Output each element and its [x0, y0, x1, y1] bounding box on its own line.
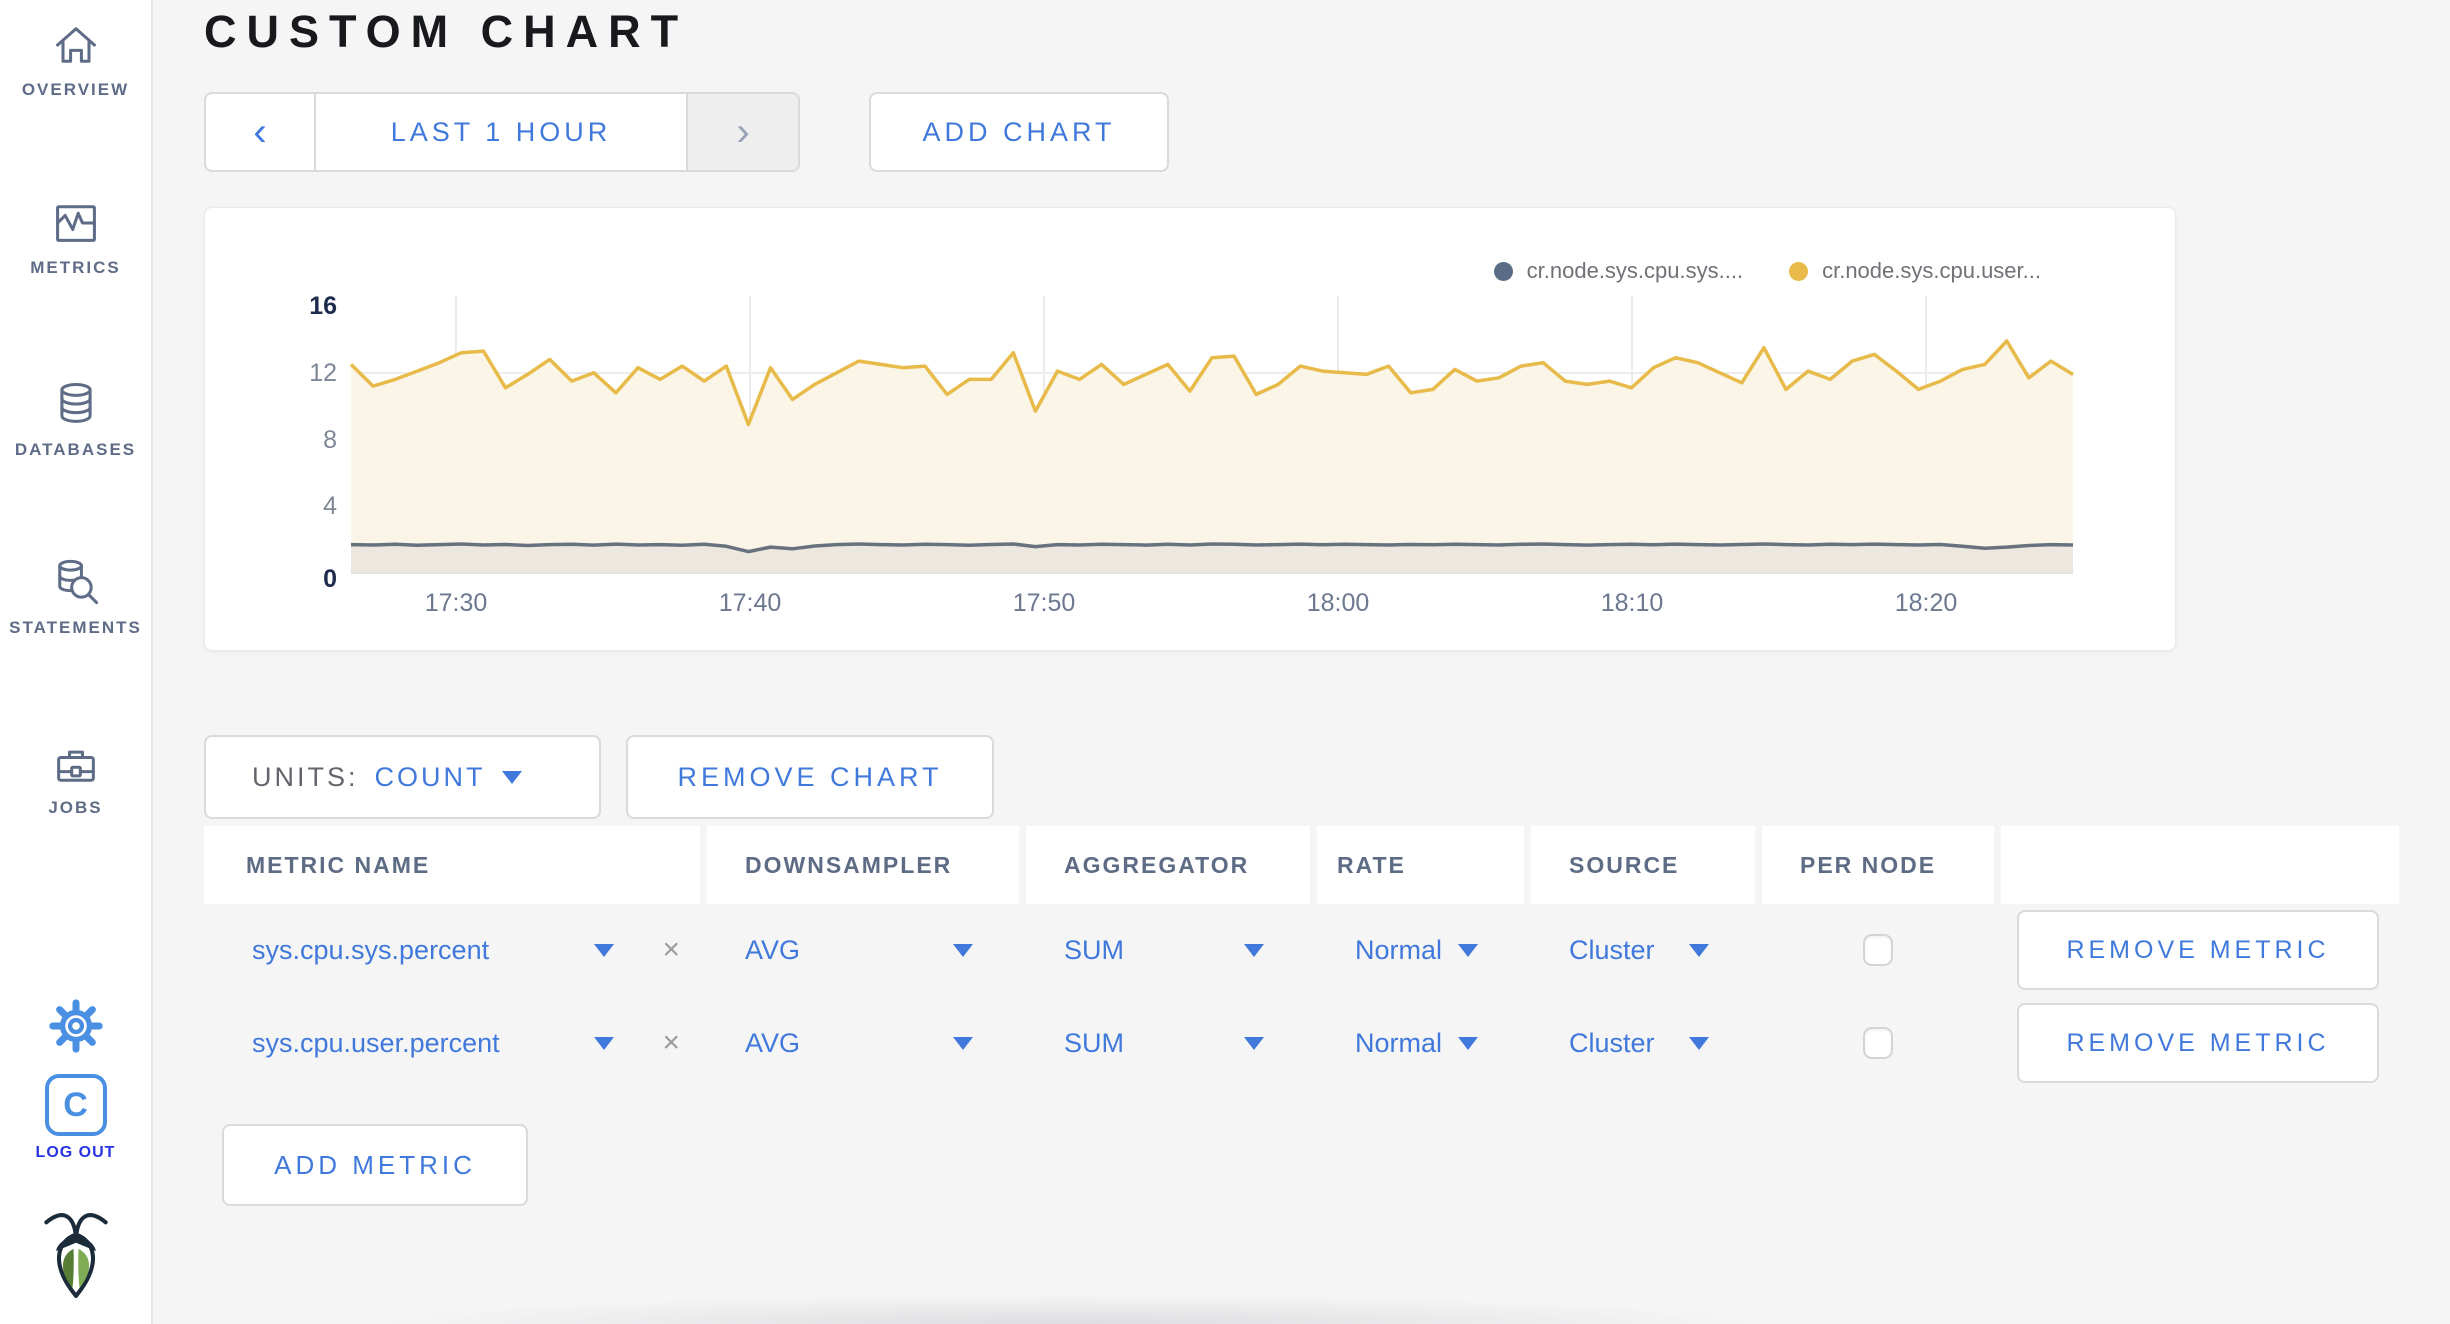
metrics-icon — [55, 205, 96, 242]
sidebar-logout[interactable]: C LOG OUT — [0, 1074, 151, 1162]
remove-chart-button[interactable]: REMOVE CHART — [626, 735, 994, 819]
rate-dropdown[interactable]: Normal — [1317, 997, 1524, 1089]
time-range-prev-button[interactable]: ‹ — [206, 94, 316, 170]
per-node-checkbox[interactable] — [1863, 934, 1893, 966]
remove-metric-button[interactable]: REMOVE METRIC — [2017, 910, 2379, 990]
series-sys-line — [350, 542, 2074, 554]
metric-name-dropdown[interactable]: sys.cpu.sys.percent × — [252, 933, 680, 966]
x-tick: 18:20 — [1895, 589, 1958, 617]
caret-down-icon — [594, 1036, 614, 1050]
header-aggregator: AGGREGATOR — [1026, 826, 1310, 904]
units-dropdown[interactable]: UNITS: COUNT — [204, 735, 601, 819]
remove-metric-button[interactable]: REMOVE METRIC — [2017, 1003, 2379, 1083]
sidebar-item-overview[interactable]: OVERVIEW — [0, 20, 151, 100]
aggregator-dropdown[interactable]: SUM — [1026, 903, 1310, 997]
sidebar-item-metrics[interactable]: METRICS — [0, 198, 151, 278]
series-user-area — [351, 341, 2073, 573]
metric-row: sys.cpu.user.percent × AVG SUM Normal Cl… — [204, 997, 2379, 1089]
caret-down-icon — [1689, 1036, 1709, 1050]
caret-down-icon — [501, 770, 522, 784]
sidebar-item-label: STATEMENTS — [9, 618, 142, 637]
legend-item-user[interactable]: cr.node.sys.cpu.user... — [1789, 258, 2041, 284]
logout-label: LOG OUT — [35, 1144, 116, 1161]
rate-dropdown[interactable]: Normal — [1317, 903, 1524, 997]
sidebar-item-label: OVERVIEW — [21, 80, 130, 99]
y-tick: 4 — [323, 492, 337, 520]
page-title: CUSTOM CHART — [204, 6, 689, 57]
add-chart-button[interactable]: ADD CHART — [869, 92, 1169, 172]
downsampler-dropdown[interactable]: AVG — [707, 903, 1019, 997]
chart-legend: cr.node.sys.cpu.sys.... cr.node.sys.cpu.… — [1493, 258, 2041, 284]
x-tick: 17:30 — [425, 589, 488, 617]
x-tick: 17:50 — [1013, 589, 1076, 617]
clear-metric-button[interactable]: × — [662, 933, 680, 966]
caret-down-icon — [1689, 943, 1709, 957]
metric-row: sys.cpu.sys.percent × AVG SUM Normal Clu… — [204, 903, 2379, 997]
sidebar-item-label: DATABASES — [14, 440, 137, 459]
home-icon — [55, 27, 96, 63]
clear-metric-button[interactable]: × — [662, 1026, 680, 1059]
downsampler-dropdown[interactable]: AVG — [707, 997, 1019, 1089]
metrics-chart: 16 12 8 4 0 17:30 17:40 17:50 18:00 18:1… — [309, 292, 2074, 617]
y-tick: 8 — [323, 426, 337, 454]
logout-c-icon: C — [44, 1074, 107, 1136]
legend-dot-icon — [1789, 261, 1809, 281]
sidebar: OVERVIEW METRICS DATABASES — [0, 0, 153, 1324]
time-range-next-button[interactable]: › — [686, 94, 798, 170]
sidebar-item-jobs[interactable]: JOBS — [0, 740, 151, 818]
jobs-icon — [56, 750, 95, 782]
per-node-cell — [1762, 903, 1994, 997]
header-per-node: PER NODE — [1762, 826, 1994, 904]
add-metric-button[interactable]: ADD METRIC — [222, 1124, 528, 1206]
source-dropdown[interactable]: Cluster — [1531, 997, 1755, 1089]
y-tick: 16 — [309, 292, 337, 320]
caret-down-icon — [953, 1036, 973, 1050]
sidebar-settings[interactable] — [0, 998, 151, 1054]
x-tick: 18:00 — [1307, 589, 1370, 617]
x-tick: 17:40 — [719, 589, 782, 617]
x-tick: 18:10 — [1601, 589, 1664, 617]
databases-icon — [59, 382, 92, 423]
caret-down-icon — [1244, 1036, 1264, 1050]
sidebar-item-label: METRICS — [30, 258, 121, 277]
chart-card: 16 12 8 4 0 17:30 17:40 17:50 18:00 18:1… — [204, 207, 2176, 651]
statements-icon — [57, 559, 98, 605]
header-rate: RATE — [1317, 826, 1524, 904]
sidebar-item-label: JOBS — [48, 798, 103, 817]
header-actions — [2001, 826, 2399, 904]
per-node-checkbox[interactable] — [1863, 1027, 1893, 1059]
caret-down-icon — [1458, 1036, 1478, 1050]
chevron-right-icon: › — [736, 109, 750, 154]
metrics-table-header: METRIC NAME DOWNSAMPLER AGGREGATOR RATE … — [204, 826, 2406, 904]
series-user-line — [349, 339, 2074, 427]
aggregator-dropdown[interactable]: SUM — [1026, 997, 1310, 1089]
sidebar-item-statements[interactable]: STATEMENTS — [0, 556, 151, 638]
caret-down-icon — [1244, 943, 1264, 957]
bottom-shadow — [350, 1282, 2150, 1324]
series-sys-area — [351, 544, 2073, 573]
time-range-selector: ‹ LAST 1 HOUR › — [204, 92, 800, 172]
time-range-dropdown[interactable]: LAST 1 HOUR — [390, 116, 612, 147]
sidebar-item-databases[interactable]: DATABASES — [0, 378, 151, 460]
header-source: SOURCE — [1531, 826, 1755, 904]
legend-dot-icon — [1493, 261, 1513, 281]
header-metric-name: METRIC NAME — [204, 826, 700, 904]
y-tick: 12 — [309, 359, 337, 387]
per-node-cell — [1762, 997, 1994, 1089]
header-downsampler: DOWNSAMPLER — [707, 826, 1019, 904]
caret-down-icon — [594, 943, 614, 957]
caret-down-icon — [1458, 943, 1478, 957]
caret-down-icon — [953, 943, 973, 957]
metric-name-dropdown[interactable]: sys.cpu.user.percent × — [252, 1026, 680, 1059]
cockroach-bug-logo — [0, 1206, 151, 1300]
gear-icon — [48, 999, 103, 1053]
y-tick: 0 — [323, 565, 337, 593]
legend-item-sys[interactable]: cr.node.sys.cpu.sys.... — [1493, 258, 1743, 284]
chevron-left-icon: ‹ — [253, 109, 267, 154]
source-dropdown[interactable]: Cluster — [1531, 903, 1755, 997]
